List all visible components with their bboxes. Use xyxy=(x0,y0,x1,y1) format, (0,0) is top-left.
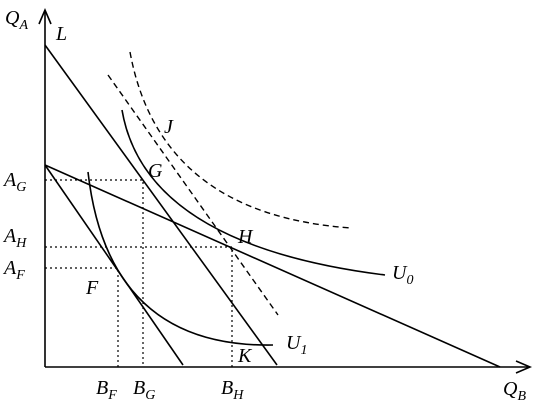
label-part: G xyxy=(145,388,155,403)
x-mark-label: BF xyxy=(96,377,117,403)
x-axis-label: QB xyxy=(503,378,526,404)
label-part: A xyxy=(2,257,17,279)
y-arrow xyxy=(38,7,52,25)
label-part: B xyxy=(221,377,233,399)
label-part: F xyxy=(107,388,117,403)
curve-label: U1 xyxy=(286,332,307,358)
label-part: B xyxy=(96,377,108,399)
label-part: G xyxy=(16,180,26,195)
x-arrow xyxy=(515,360,533,374)
point-label: L xyxy=(55,23,67,45)
y-mark-label: AG xyxy=(2,169,26,195)
label-part: 1 xyxy=(300,343,307,358)
axes xyxy=(38,7,533,374)
y-mark-label: AH xyxy=(2,225,27,251)
x-mark-label: BG xyxy=(133,377,155,403)
guide-f xyxy=(45,267,119,367)
label-part: A xyxy=(18,18,28,33)
label-part: B xyxy=(517,389,526,404)
label-part: 0 xyxy=(406,273,413,288)
point-label: K xyxy=(237,345,253,367)
dotted-guides xyxy=(45,179,233,367)
point-label: J xyxy=(164,116,174,138)
label-part: B xyxy=(133,377,145,399)
label-part: Q xyxy=(503,378,518,400)
indifference-u0 xyxy=(121,109,386,276)
guide-h xyxy=(45,246,233,367)
point-label: G xyxy=(148,160,163,182)
budget-line-l xyxy=(44,44,278,366)
label-part: H xyxy=(232,388,244,403)
y-axis-label: QA xyxy=(5,7,28,33)
label-part: A xyxy=(2,169,17,191)
curve-label: U0 xyxy=(392,262,413,288)
point-label: F xyxy=(85,277,99,299)
label-part: U xyxy=(286,332,302,354)
y-mark-label: AF xyxy=(2,257,25,283)
label-part: H xyxy=(15,236,27,251)
dashed-line xyxy=(107,74,279,316)
dashed-curve xyxy=(129,51,353,229)
label-part: Q xyxy=(5,7,20,29)
label-part: U xyxy=(392,262,408,284)
point-label: H xyxy=(237,226,254,248)
budget-line-h xyxy=(44,164,501,368)
label-part: A xyxy=(2,225,17,247)
indifference-u1 xyxy=(87,171,274,346)
x-mark-label: BH xyxy=(221,377,244,403)
label-part: F xyxy=(15,268,25,283)
